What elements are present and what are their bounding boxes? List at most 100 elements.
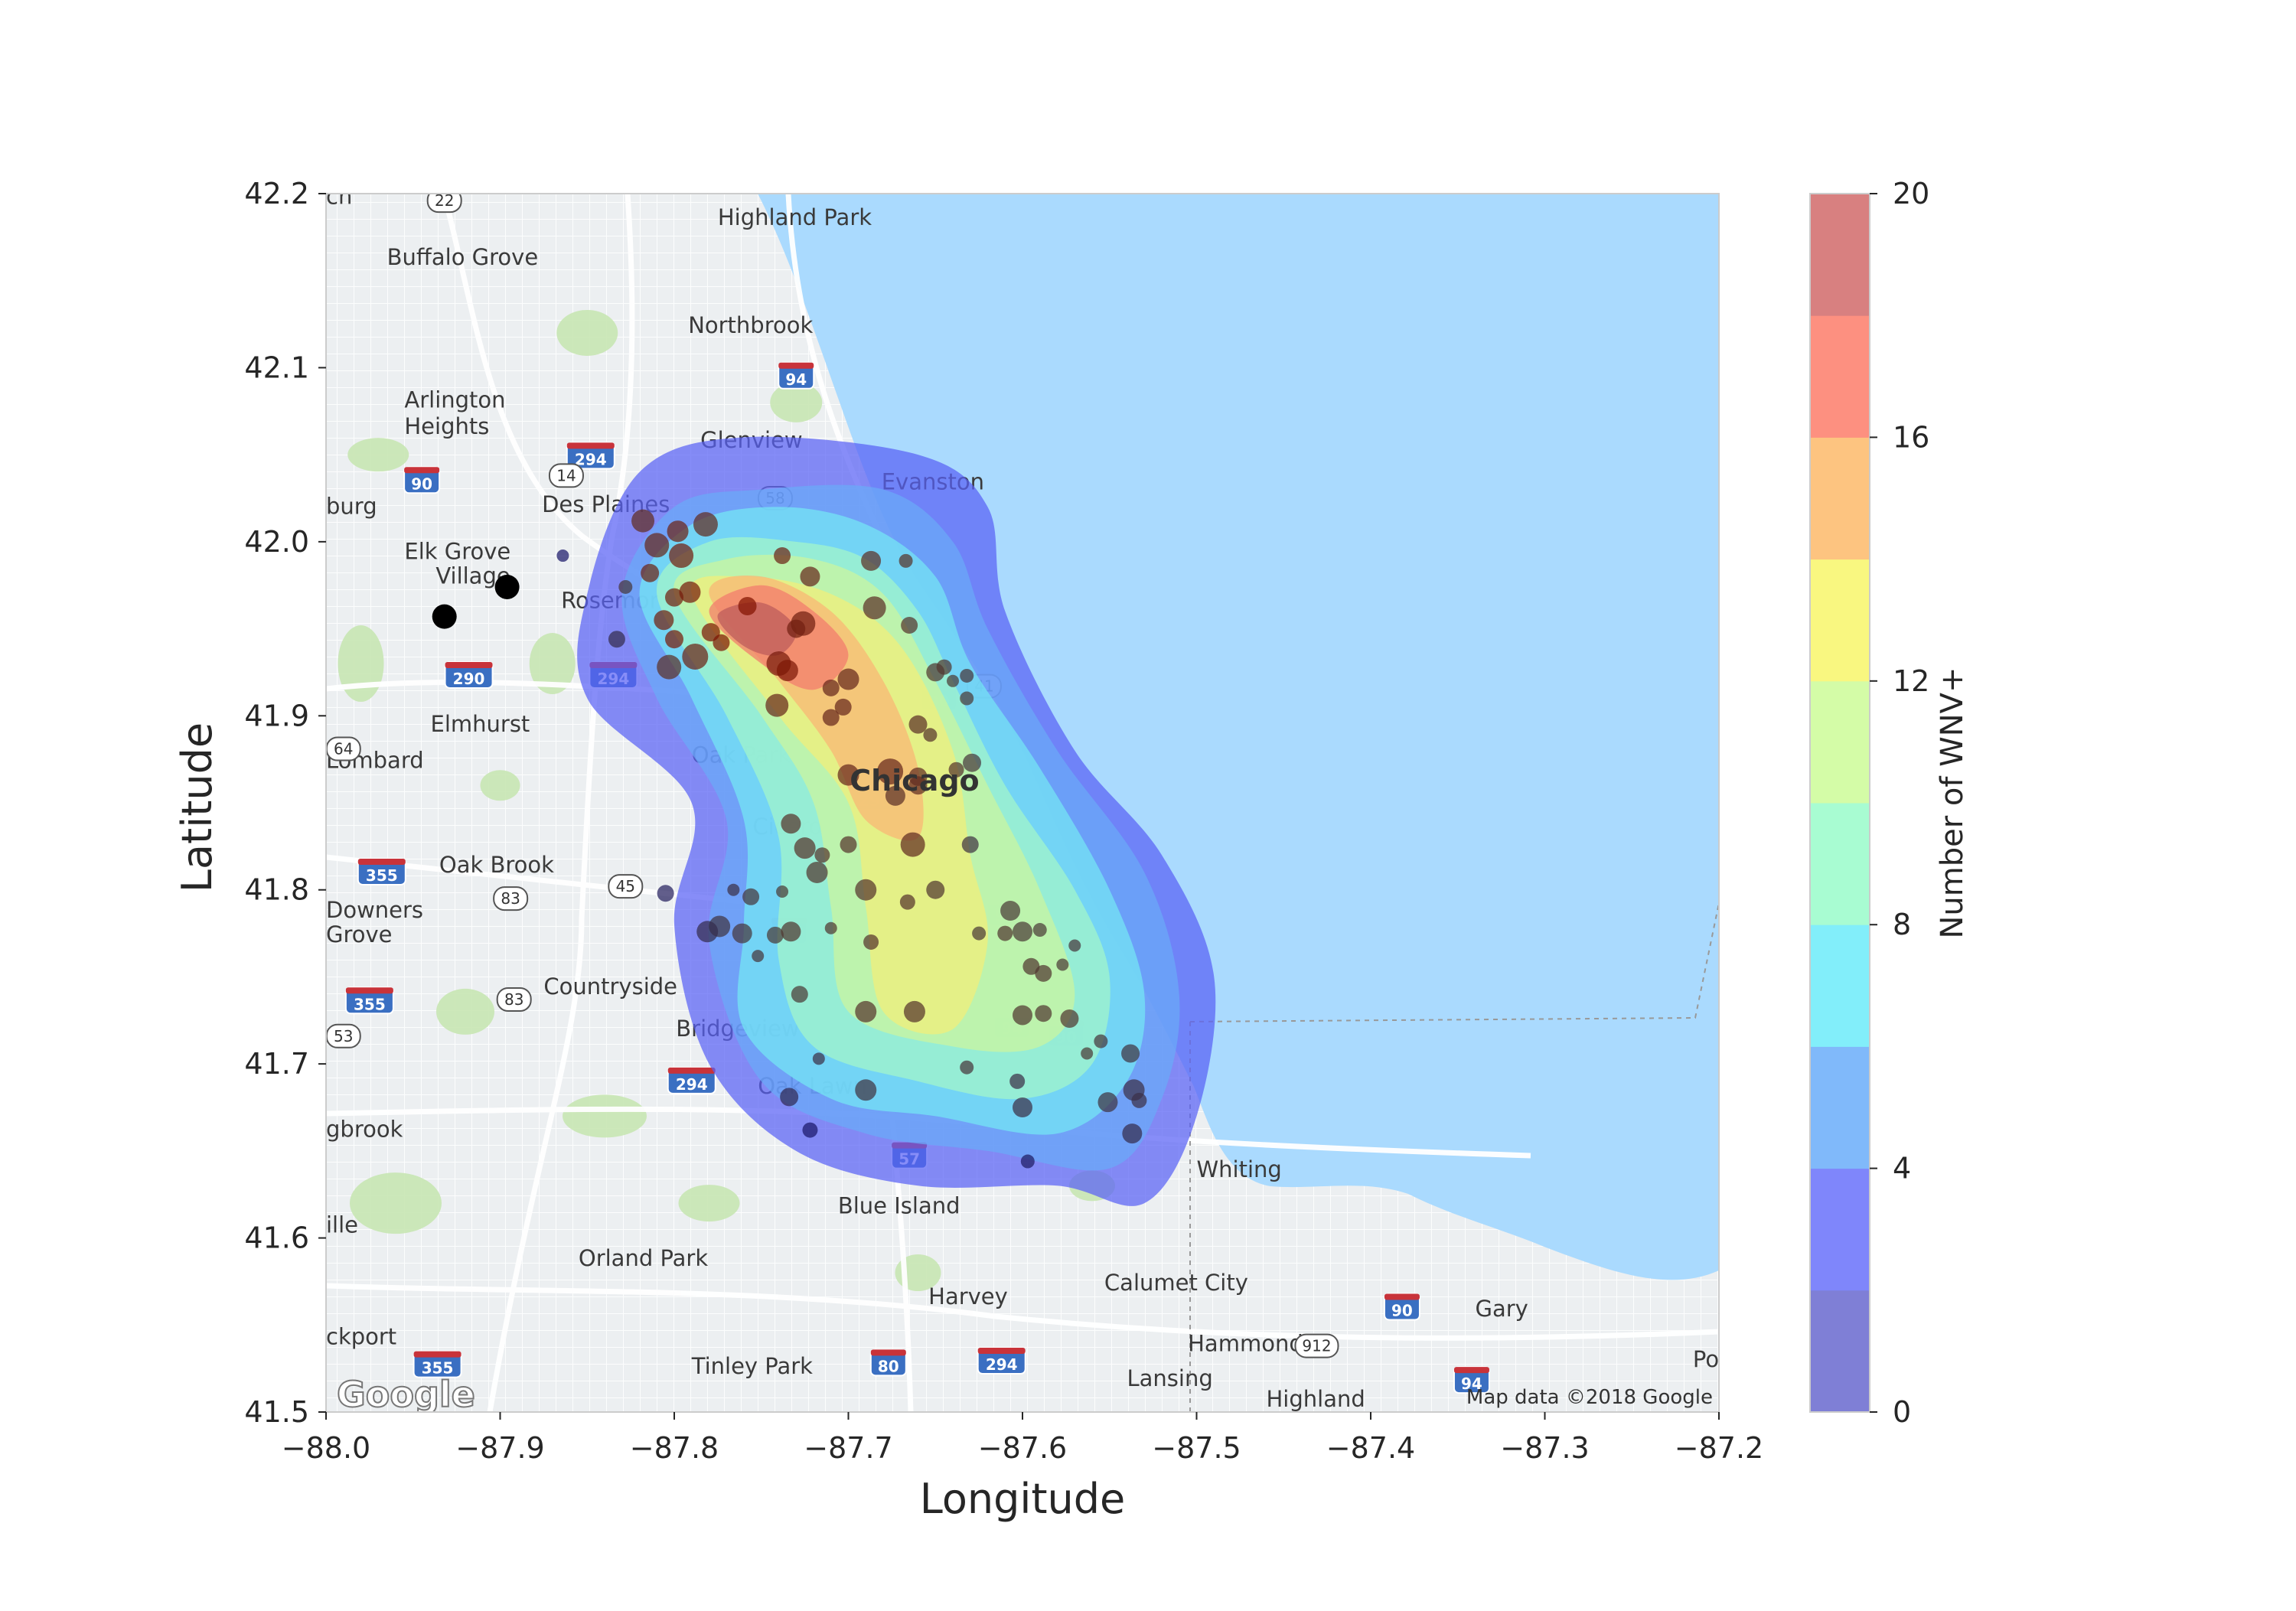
trap-point xyxy=(644,533,670,558)
trap-point xyxy=(1035,964,1052,982)
trap-point xyxy=(696,921,719,943)
shield-number: 94 xyxy=(1461,1375,1482,1393)
trap-point xyxy=(855,1079,877,1101)
trap-point xyxy=(1121,1044,1140,1063)
trap-point xyxy=(960,668,974,683)
place-label: Elk Grove xyxy=(404,539,510,565)
road-shield: 94 xyxy=(778,361,815,390)
trap-point xyxy=(814,847,830,863)
interstate-shield-band xyxy=(870,1349,906,1356)
road-shield: 912 xyxy=(1294,1333,1339,1358)
trap-point xyxy=(1013,1097,1032,1117)
highway-line xyxy=(326,1283,1719,1341)
trap-point xyxy=(822,709,840,726)
trap-point xyxy=(877,758,904,785)
y-axis-ticks: 41.5 41.6 41.7 41.8 41.9 42.0 42.1 42.2 xyxy=(244,177,326,1429)
x-tick-label: −87.2 xyxy=(1675,1431,1763,1465)
trap-point xyxy=(641,563,660,582)
road-shield: 22 xyxy=(426,194,462,214)
shield-number: 294 xyxy=(575,450,607,468)
trap-point xyxy=(791,611,816,636)
y-tick-label: 41.8 xyxy=(244,873,309,907)
park-area xyxy=(436,988,494,1035)
park-areas xyxy=(338,309,1115,1292)
shield-number: 355 xyxy=(354,995,386,1013)
colorbar-segment xyxy=(1810,1290,1870,1413)
place-label: Oak Brook xyxy=(439,852,554,878)
trap-point xyxy=(665,588,683,607)
trap-point xyxy=(693,512,718,537)
trap-point xyxy=(948,761,964,778)
park-area xyxy=(350,1172,442,1234)
road-shield: 80 xyxy=(869,1348,907,1377)
trap-point xyxy=(556,550,569,563)
colorbar-segment xyxy=(1810,1168,1870,1291)
trap-point xyxy=(794,837,816,859)
road-shield: 53 xyxy=(326,1023,361,1048)
place-label: Lansing xyxy=(1127,1365,1213,1391)
road-shield: 355 xyxy=(413,1350,462,1378)
trap-point xyxy=(972,926,987,941)
colorbar-tick-label: 0 xyxy=(1893,1395,1911,1429)
y-tick-label: 42.1 xyxy=(244,351,309,384)
trap-point xyxy=(1094,1034,1108,1048)
trap-point xyxy=(997,925,1013,941)
shield-number: 355 xyxy=(366,866,398,885)
place-label: Highland xyxy=(1267,1386,1365,1412)
trap-point xyxy=(781,814,801,834)
road-shield: 83 xyxy=(496,986,532,1012)
trap-point xyxy=(837,668,859,690)
trap-point xyxy=(806,861,828,883)
road-shield: 294 xyxy=(667,1066,716,1094)
trap-point xyxy=(669,543,694,569)
trap-point xyxy=(926,880,945,899)
plot-area: Highland Park Buffalo Grove Northbrook Arli… xyxy=(326,184,1719,1412)
trap-point xyxy=(802,1122,818,1138)
trap-point xyxy=(885,785,905,806)
place-label: Northbrook xyxy=(688,312,813,338)
y-tick-label: 42.2 xyxy=(244,177,309,210)
shield-number: 912 xyxy=(1302,1337,1331,1355)
trap-point xyxy=(1009,1073,1026,1089)
y-tick-label: 41.5 xyxy=(244,1395,309,1429)
shield-number: 83 xyxy=(504,990,523,1009)
trap-point xyxy=(654,610,674,631)
trap-point xyxy=(727,883,740,896)
trap-point xyxy=(781,921,801,942)
trap-point xyxy=(812,1052,825,1065)
place-label: Countryside xyxy=(543,973,677,1000)
park-area xyxy=(529,633,576,695)
trap-point xyxy=(1131,1092,1147,1108)
place-label: ch xyxy=(326,184,352,210)
kde-contour-level-18 xyxy=(717,602,797,656)
trap-point xyxy=(1097,1092,1118,1113)
trap-point xyxy=(901,617,918,634)
trap-point xyxy=(608,631,625,648)
trap-point xyxy=(667,520,689,543)
trap-point xyxy=(960,1060,974,1075)
trap-point xyxy=(774,547,791,565)
trap-point xyxy=(1068,939,1081,952)
interstate-shield-band xyxy=(404,467,440,474)
x-tick-label: −87.9 xyxy=(455,1431,544,1465)
place-label: Whiting xyxy=(1197,1156,1282,1182)
route-shield-icon xyxy=(493,886,529,911)
trap-point xyxy=(1032,923,1047,938)
place-label: Harvey xyxy=(928,1283,1008,1309)
road-shield: 355 xyxy=(357,857,406,885)
trap-point xyxy=(961,836,979,853)
colorbar-tick-label: 16 xyxy=(1893,420,1929,454)
colorbar-segment xyxy=(1810,803,1870,925)
trap-point xyxy=(1013,921,1032,942)
x-axis-ticks: −88.0 −87.9 −87.8 −87.7 −87.6 −87.5 −87.4 −87.3… xyxy=(282,1412,1763,1465)
trap-point xyxy=(855,879,877,901)
trap-point xyxy=(679,581,701,603)
place-label: Highland Park xyxy=(718,204,872,230)
park-area xyxy=(678,1185,740,1222)
place-label: ille xyxy=(326,1212,358,1238)
shield-number: 45 xyxy=(616,877,635,895)
place-label: Grove xyxy=(326,921,393,947)
place-label: Elmhurst xyxy=(431,711,530,737)
road-shield: 355 xyxy=(344,986,394,1015)
